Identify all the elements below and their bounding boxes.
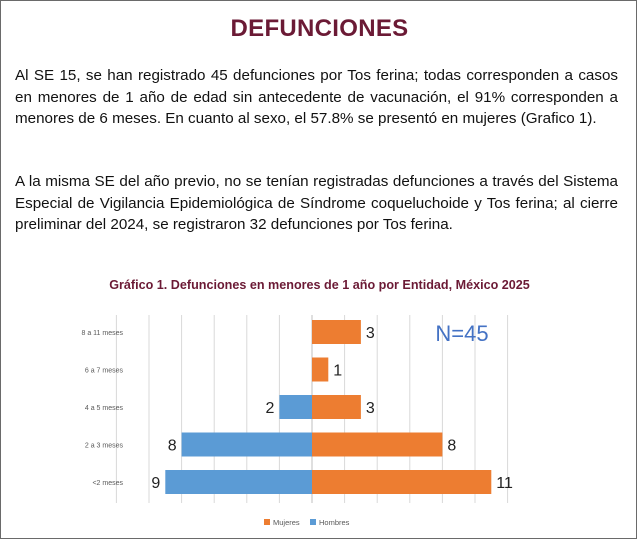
data-label: 3 xyxy=(366,400,375,417)
category-label: 4 a 5 meses xyxy=(85,405,124,412)
data-label: 1 xyxy=(333,363,342,380)
legend-swatch xyxy=(264,519,270,525)
data-label: 9 xyxy=(151,475,160,492)
legend-label: Hombres xyxy=(319,518,350,527)
chart-title: Gráfico 1. Defunciones en menores de 1 a… xyxy=(109,278,530,292)
paragraph-summary: Al SE 15, se han registrado 45 defuncion… xyxy=(15,67,618,127)
data-label: 8 xyxy=(168,438,177,455)
category-label: 8 a 11 meses xyxy=(81,330,123,337)
category-label: 6 a 7 meses xyxy=(85,368,124,375)
page-title: DEFUNCIONES xyxy=(230,15,409,42)
bar-hombres xyxy=(165,470,312,494)
data-label: 8 xyxy=(447,438,456,455)
data-label: 2 xyxy=(265,400,274,417)
bar-mujeres xyxy=(312,432,443,457)
chart-annotation: N=45 xyxy=(435,321,488,346)
bar-mujeres xyxy=(312,470,492,494)
data-label: 11 xyxy=(496,475,513,492)
data-label: 3 xyxy=(366,325,375,342)
bar-hombres xyxy=(181,432,312,457)
bar-mujeres xyxy=(312,320,361,344)
category-label: <2 meses xyxy=(92,480,123,487)
legend-swatch xyxy=(310,519,316,525)
paragraph-previous-year: A la misma SE del año previo, no se tení… xyxy=(15,173,618,233)
category-label: 2 a 3 meses xyxy=(85,443,124,450)
bar-hombres xyxy=(279,395,312,419)
bar-mujeres xyxy=(312,395,361,419)
bar-mujeres xyxy=(312,357,329,382)
legend-label: Mujeres xyxy=(273,518,300,527)
